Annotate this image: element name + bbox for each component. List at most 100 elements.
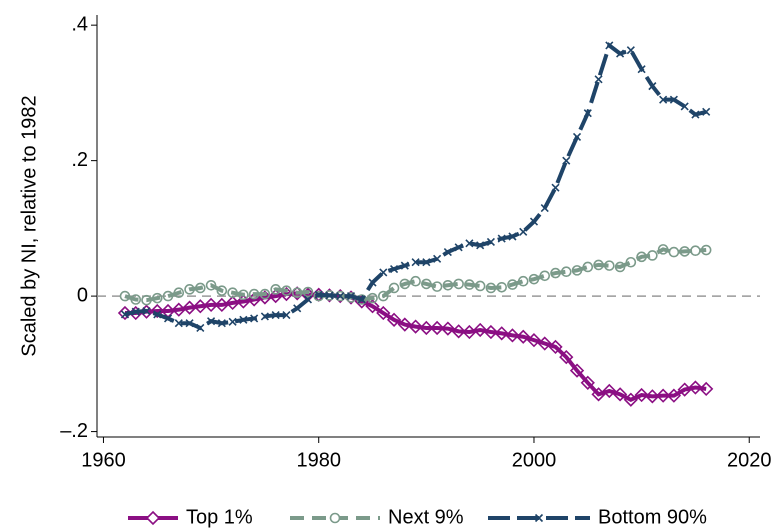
data-point: [562, 156, 571, 165]
data-point: [397, 317, 412, 332]
data-point: [142, 306, 151, 316]
y-axis-label: Scaled by NI, relative to 1982: [18, 95, 40, 356]
data-point: [486, 237, 495, 246]
data-point: [634, 387, 649, 403]
legend-item: Next 9%: [290, 506, 464, 528]
y-tick-label: .4: [71, 13, 88, 35]
data-point: [473, 322, 488, 338]
data-point: [367, 292, 378, 304]
data-point: [357, 295, 366, 304]
data-point: [539, 270, 551, 282]
data-point: [702, 107, 711, 116]
data-point: [259, 288, 271, 300]
data-point: [560, 266, 572, 278]
data-point: [131, 307, 140, 316]
data-point: [626, 46, 635, 55]
data-point: [408, 319, 423, 334]
data-point: [680, 102, 689, 111]
data-point: [302, 286, 314, 298]
data-point: [151, 292, 163, 304]
data-point: [571, 265, 583, 276]
data-point: [485, 282, 497, 294]
data-point: [429, 320, 445, 336]
data-point: [250, 314, 259, 323]
legend-marker: [534, 513, 544, 523]
legend-item: Top 1%: [128, 506, 253, 528]
data-point: [376, 305, 391, 321]
data-point: [411, 258, 420, 267]
data-point: [163, 314, 173, 323]
data-point: [605, 41, 614, 50]
data-point: [454, 243, 463, 252]
data-point: [314, 290, 323, 299]
data-point: [207, 317, 216, 326]
data-point: [550, 267, 561, 279]
data-point: [227, 287, 238, 299]
data-point: [433, 254, 442, 263]
data-point: [691, 110, 700, 119]
data-point: [540, 203, 549, 213]
x-tick-label: 1980: [296, 449, 341, 471]
data-point: [173, 287, 185, 299]
data-point: [365, 299, 380, 314]
data-point: [516, 329, 531, 344]
data-point: [688, 380, 703, 395]
data-point: [422, 258, 431, 267]
legend-marker: [145, 510, 161, 526]
data-point: [476, 241, 485, 250]
data-point: [120, 310, 130, 319]
data-point: [528, 273, 540, 285]
data-point: [548, 339, 563, 355]
data-point: [636, 251, 647, 263]
data-point: [453, 278, 464, 290]
data-point: [582, 261, 594, 273]
data-point: [526, 333, 542, 348]
data-point: [647, 250, 658, 261]
data-point: [551, 183, 560, 192]
data-point: [162, 290, 174, 302]
data-point: [612, 387, 628, 402]
data-point: [569, 363, 585, 378]
data-point: [368, 278, 377, 287]
y-tick-label: .2: [71, 149, 88, 171]
data-point: [464, 279, 475, 290]
data-point: [591, 387, 606, 402]
data-point: [616, 49, 625, 58]
data-point: [604, 260, 615, 271]
data-point: [594, 75, 603, 84]
data-point: [625, 256, 637, 268]
legend-label: Next 9%: [388, 506, 464, 528]
data-point: [465, 239, 474, 248]
x-tick-label: 1960: [81, 449, 126, 471]
data-point: [505, 328, 520, 343]
series-line: [124, 247, 707, 303]
data-point: [483, 324, 499, 340]
data-point: [205, 279, 217, 291]
data-point: [130, 294, 142, 305]
data-point: [614, 261, 626, 273]
data-point: [153, 310, 162, 319]
data-point: [248, 288, 260, 300]
data-point: [679, 246, 690, 257]
data-point: [281, 285, 292, 296]
data-point: [217, 319, 226, 328]
data-point: [421, 278, 432, 290]
data-point: [580, 375, 595, 390]
data-point: [648, 82, 657, 91]
data-point: [141, 294, 152, 306]
data-point: [623, 392, 638, 407]
data-point: [239, 315, 248, 324]
data-point: [228, 317, 237, 326]
x-tick-label: 2020: [727, 449, 772, 471]
data-point: [496, 282, 507, 293]
data-point: [442, 279, 454, 291]
data-point: [559, 349, 574, 365]
data-point: [669, 95, 678, 104]
data-point: [494, 326, 509, 341]
data-point: [700, 244, 712, 256]
data-point: [440, 321, 456, 336]
data-point: [184, 284, 195, 295]
data-point: [451, 324, 466, 339]
data-point: [193, 299, 208, 314]
